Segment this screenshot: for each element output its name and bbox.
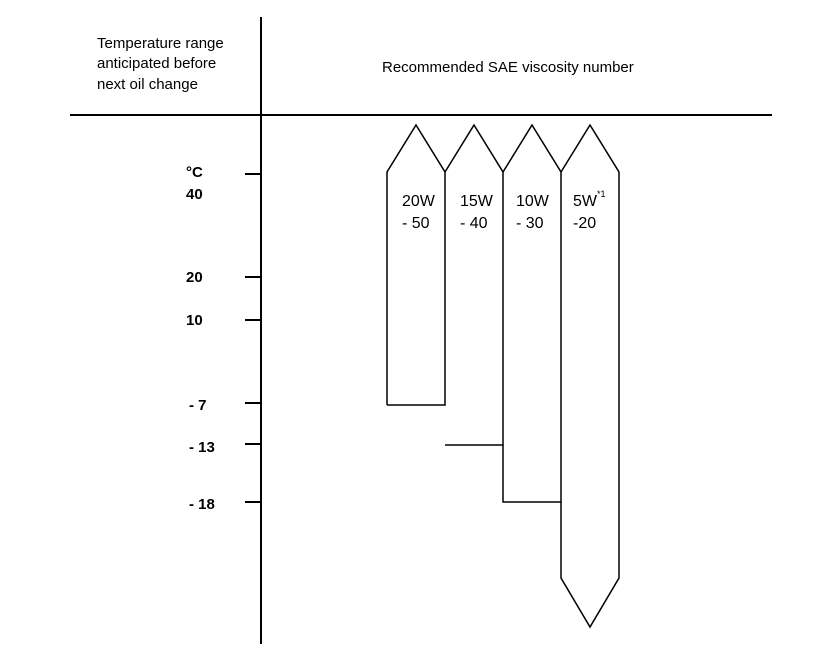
tick-label-minus-7: - 7 (189, 397, 207, 414)
grade-15w-40-line2: - 40 (460, 215, 488, 232)
grade-5w-20-arrow: 5W*1 -20 (560, 123, 620, 629)
tick-10: 10 (186, 312, 261, 329)
viscosity-title: Recommended SAE viscosity number (382, 59, 634, 76)
tick-label-10: 10 (186, 312, 203, 329)
grade-5w-20-line2: -20 (573, 215, 596, 232)
grade-15w-40-arrow: 15W - 40 (444, 123, 504, 446)
grade-15w-40-line1: 15W (460, 193, 494, 210)
temp-range-title-line-1: Temperature range (97, 35, 224, 52)
grade-10w-30-line2: - 30 (516, 215, 544, 232)
tick-20: 20 (186, 269, 261, 286)
tick-label-minus-13: - 13 (189, 439, 215, 456)
tick-label-minus-18: - 18 (189, 496, 215, 513)
unit-label: °C (186, 164, 203, 181)
grade-20w-50-line2: - 50 (402, 215, 430, 232)
temp-range-title-line-2: anticipated before (97, 55, 216, 72)
tick-minus-18: - 18 (189, 496, 261, 513)
grade-20w-50-arrow: 20W - 50 (386, 123, 446, 406)
grade-5w-label: 5W (573, 193, 598, 210)
grade-5w-20-line1: 5W*1 (573, 189, 606, 210)
tick-minus-13: - 13 (189, 439, 261, 456)
tick-40: 40 (186, 173, 261, 203)
tick-label-20: 20 (186, 269, 203, 286)
grade-10w-30-arrow: 10W - 30 (502, 123, 562, 503)
grade-20w-50-line1: 20W (402, 193, 436, 210)
tick-label-40: 40 (186, 186, 203, 203)
footnote-marker: *1 (597, 189, 606, 199)
grade-10w-30-line1: 10W (516, 193, 550, 210)
tick-minus-7: - 7 (189, 397, 261, 414)
temp-range-title-line-3: next oil change (97, 76, 198, 93)
